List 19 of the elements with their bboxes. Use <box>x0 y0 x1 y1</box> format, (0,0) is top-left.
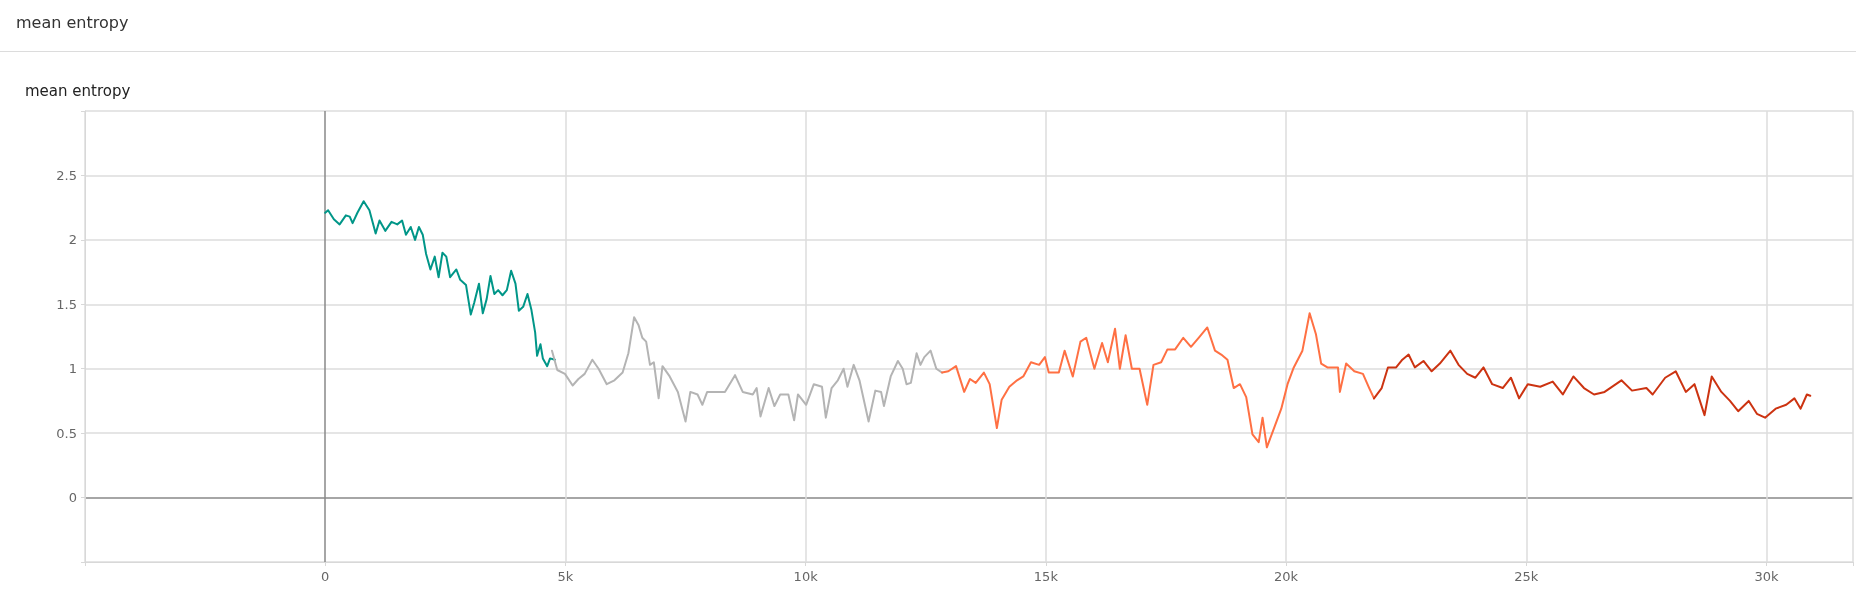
line-series <box>1373 349 1812 419</box>
x-tick-label: 15k <box>1033 569 1059 584</box>
chart-subtitle: mean entropy <box>25 81 131 100</box>
line-series <box>324 200 556 368</box>
y-tick-label: 0 <box>68 490 77 506</box>
y-tick-label: 2 <box>68 232 77 248</box>
x-tick-label: 5k <box>557 569 574 584</box>
line-series <box>550 316 944 423</box>
x-tick-label: 30k <box>1754 569 1780 584</box>
y-tick-label: 0.5 <box>56 425 77 441</box>
y-tick-label: 1 <box>68 361 77 377</box>
x-tick-label: 20k <box>1274 569 1299 584</box>
chart-title: mean entropy <box>0 0 1856 52</box>
x-tick-label: 10k <box>793 569 819 584</box>
line-series <box>941 312 1376 449</box>
x-tick-label: 25k <box>1514 569 1539 584</box>
y-tick-label: 1.5 <box>56 296 77 312</box>
x-tick-label: 0 <box>321 569 330 584</box>
y-tick-label: 2.5 <box>56 167 77 183</box>
